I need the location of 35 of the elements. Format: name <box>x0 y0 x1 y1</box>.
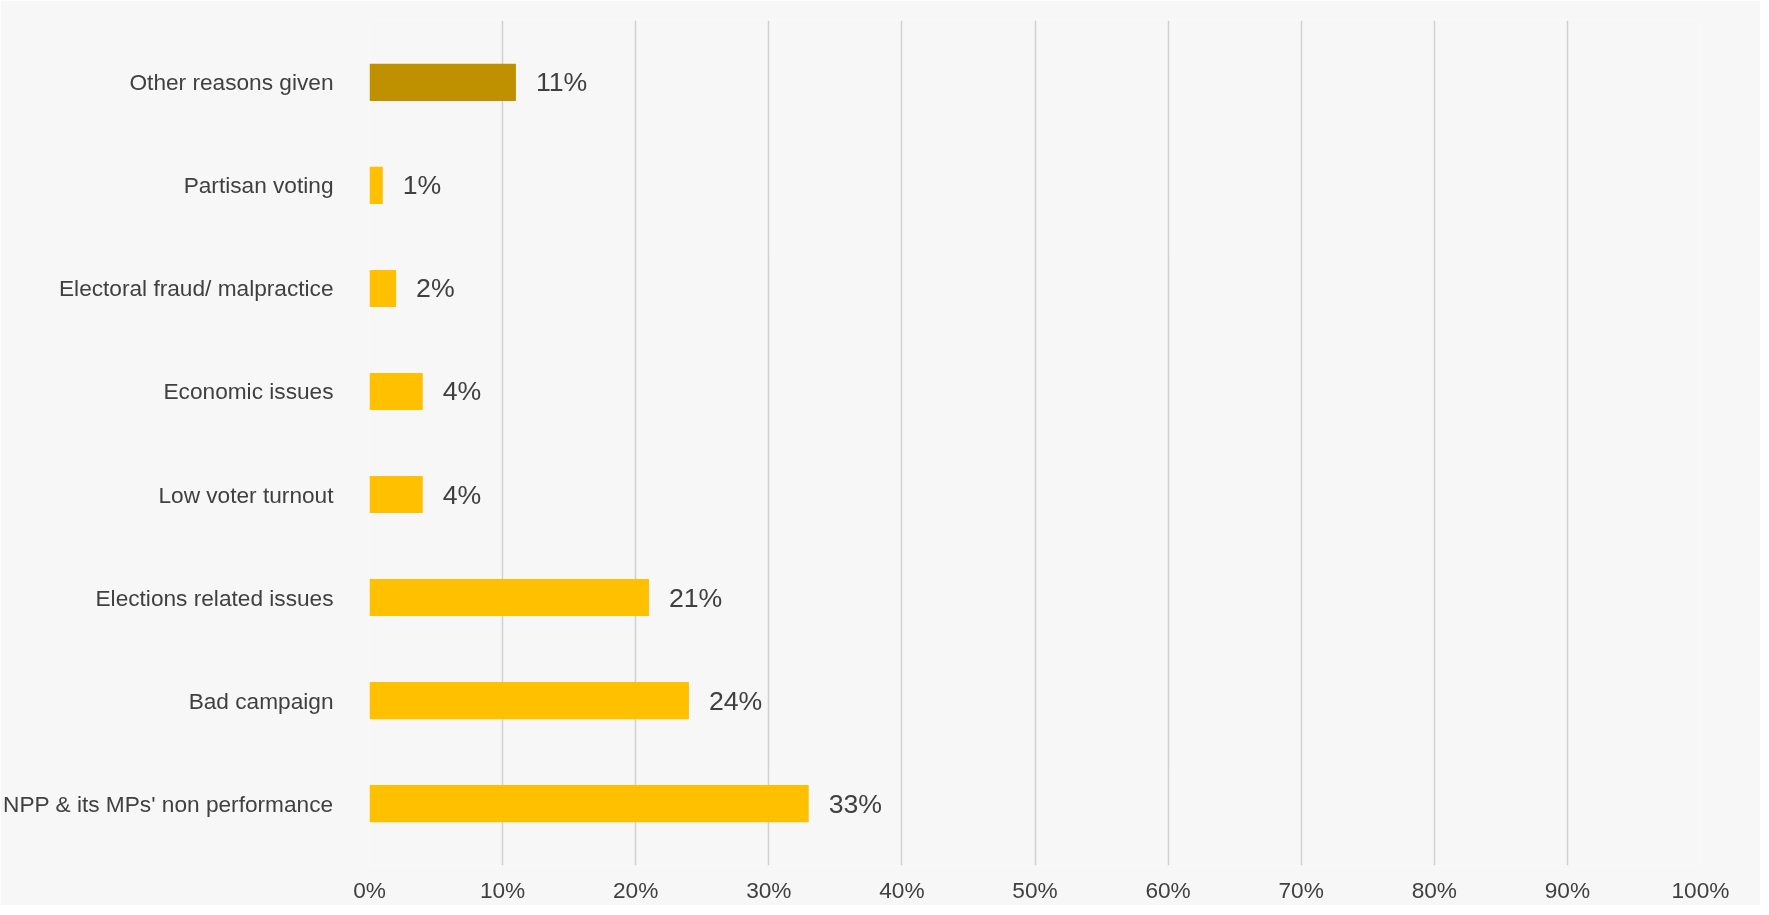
bar <box>369 63 516 101</box>
bar <box>369 785 809 823</box>
x-tick-label: 30% <box>746 876 792 903</box>
data-label: 21% <box>668 582 723 613</box>
x-tick-label: 40% <box>879 876 925 903</box>
data-label: 11% <box>535 67 588 98</box>
x-tick-label: 100% <box>1671 876 1730 903</box>
y-tick-label: Elections related issues <box>95 584 334 611</box>
data-label: 4% <box>442 376 482 407</box>
bar <box>369 372 423 411</box>
x-tick-label: 90% <box>1544 876 1591 903</box>
bar <box>369 682 689 720</box>
x-tick-label: 80% <box>1411 876 1457 903</box>
y-tick-label: Low voter turnout <box>158 481 335 508</box>
y-tick-label: Partisan voting <box>183 172 334 199</box>
data-label: 1% <box>402 170 442 201</box>
y-tick-label: Economic issues <box>163 378 334 405</box>
y-tick-label: NPP & its MPs' non performance <box>3 790 334 817</box>
bar <box>369 475 423 514</box>
data-label: 24% <box>708 685 763 716</box>
bar <box>369 166 383 204</box>
data-label: 2% <box>416 273 455 304</box>
x-tick-label: 0% <box>353 876 386 903</box>
x-tick-label: 10% <box>479 876 526 903</box>
data-label: 33% <box>828 788 883 819</box>
y-tick-label: Other reasons given <box>129 69 334 96</box>
data-label: 4% <box>442 479 482 510</box>
x-tick-label: 50% <box>1012 876 1058 903</box>
y-tick-label: Electoral fraud/ malpractice <box>58 275 334 302</box>
bar <box>369 579 650 617</box>
x-tick-label: 60% <box>1145 876 1191 903</box>
x-tick-label: 20% <box>613 876 659 903</box>
bar <box>369 269 397 307</box>
x-tick-label: 70% <box>1278 876 1324 903</box>
y-tick-label: Bad campaign <box>188 687 334 714</box>
